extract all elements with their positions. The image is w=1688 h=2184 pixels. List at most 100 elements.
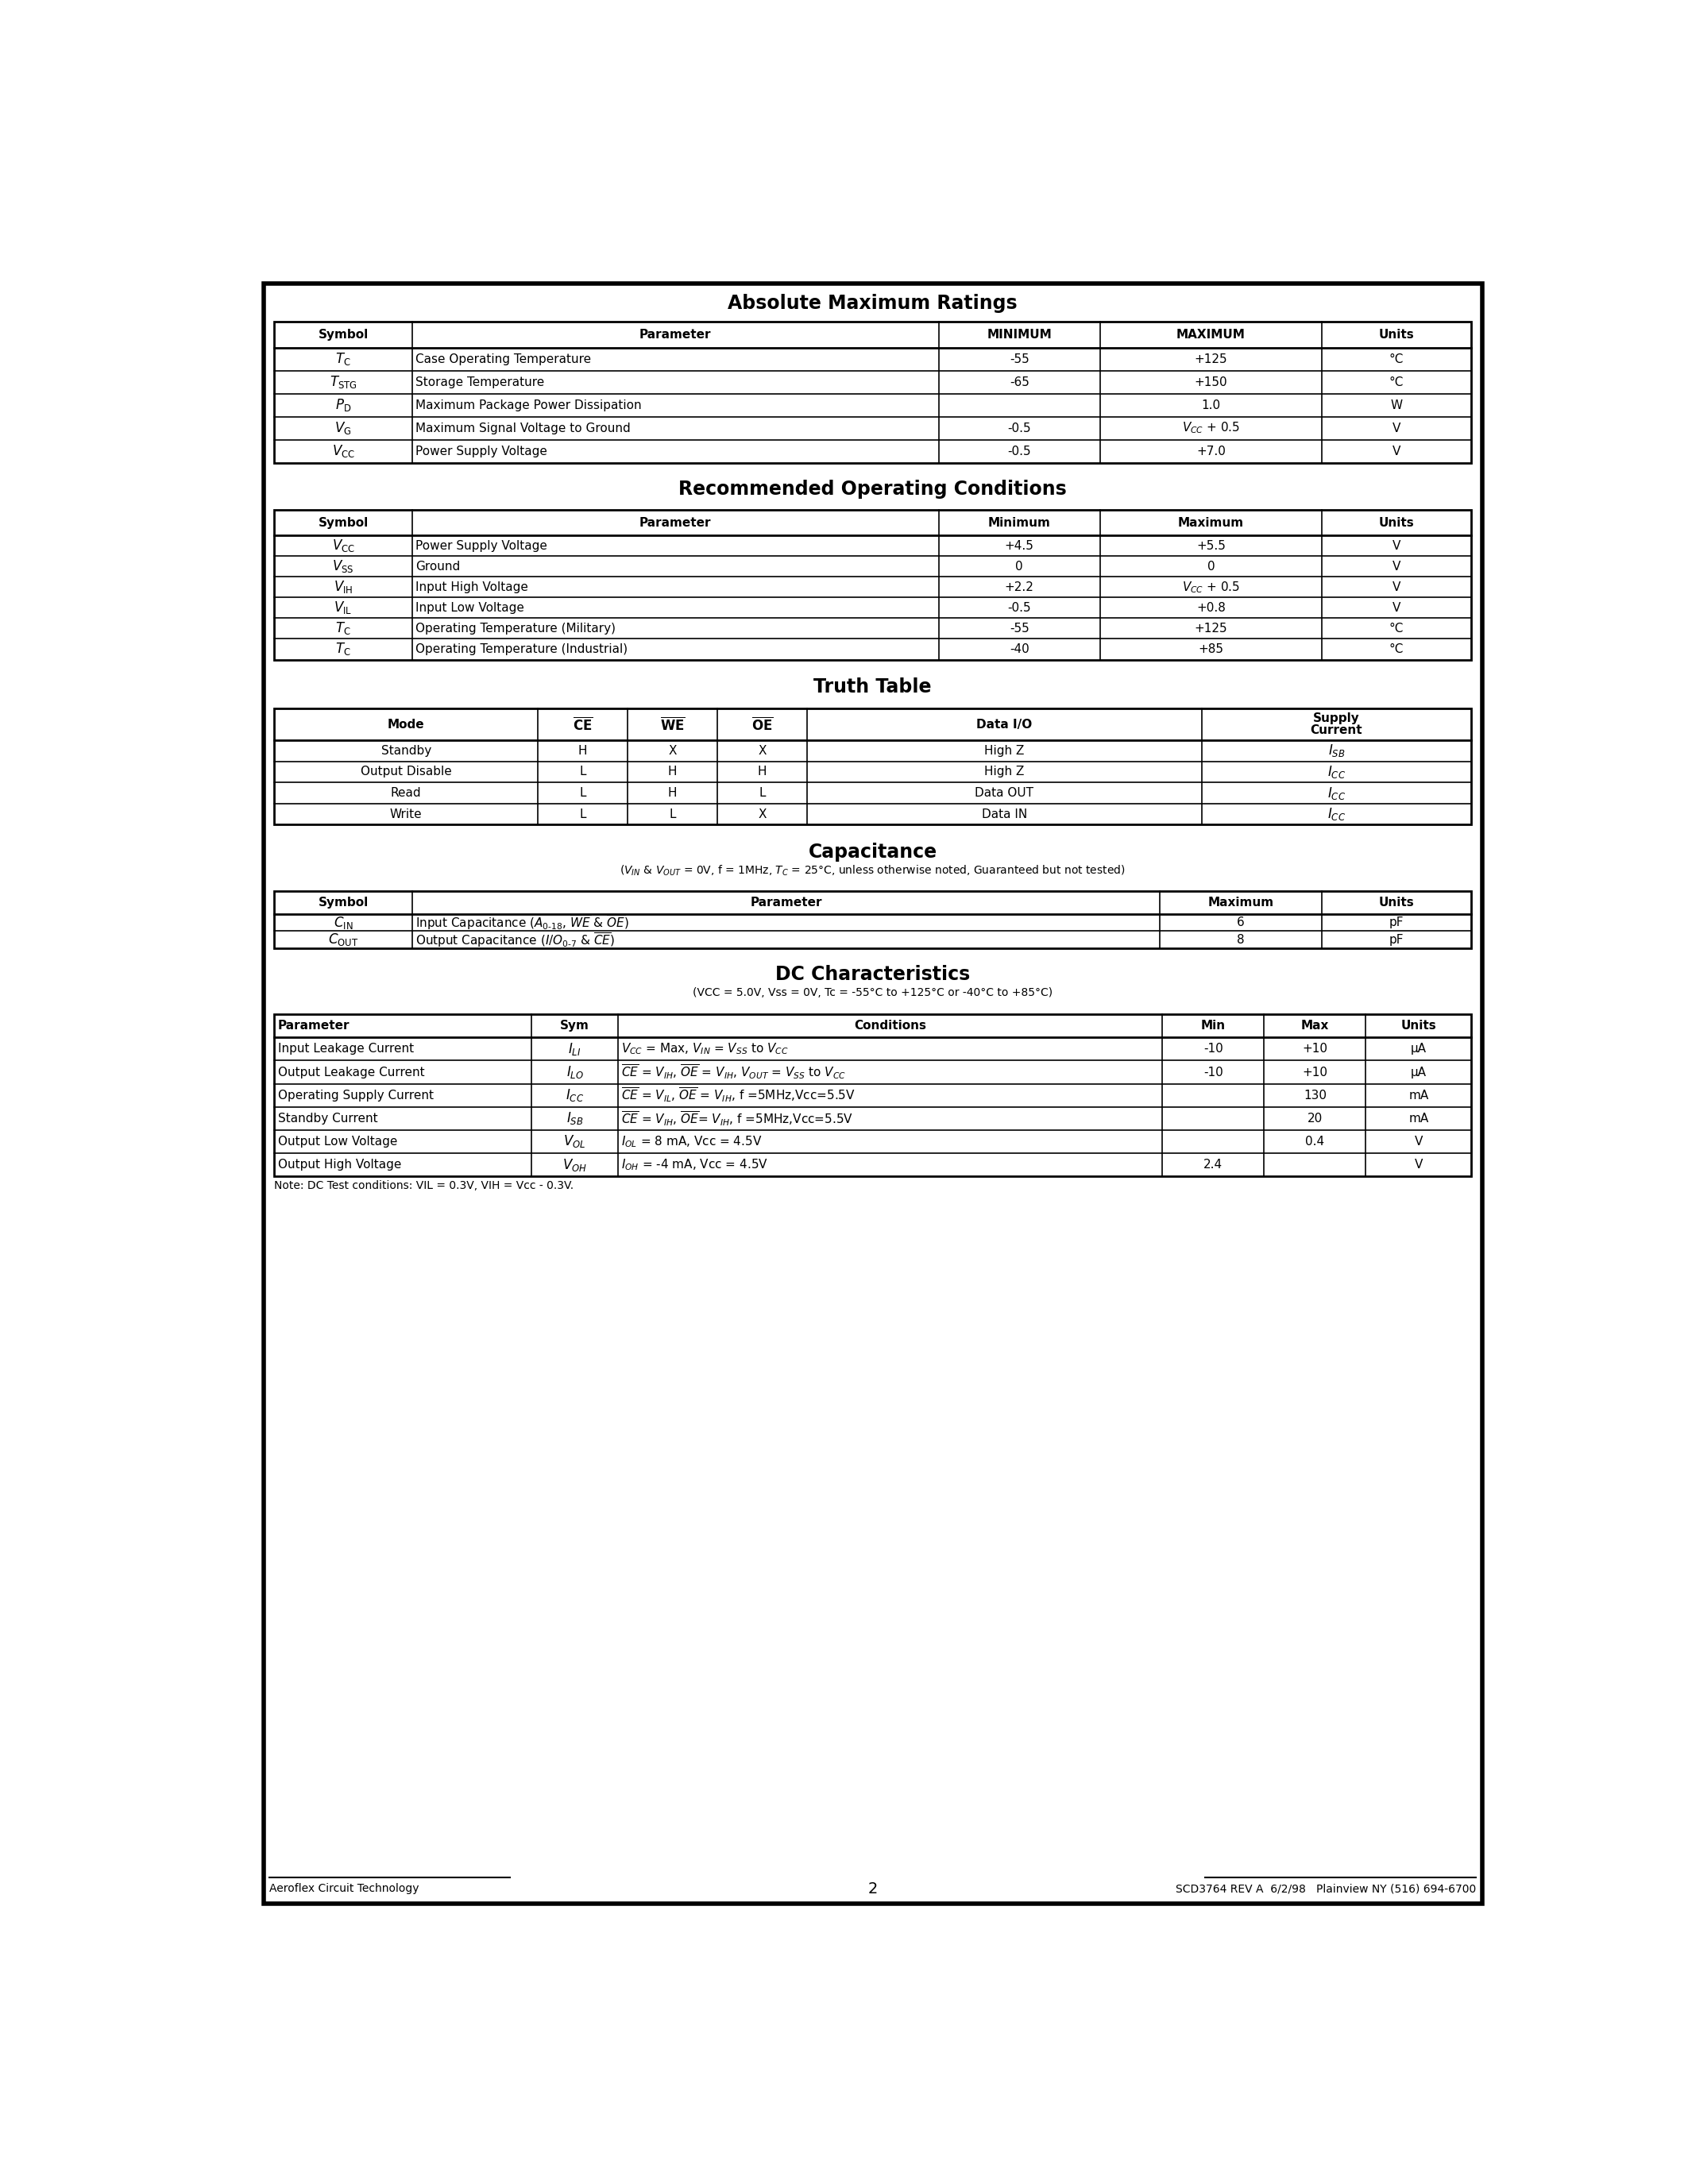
Text: L: L (758, 786, 765, 799)
Text: $V_{OL}$: $V_{OL}$ (564, 1133, 586, 1149)
Text: Data OUT: Data OUT (976, 786, 1033, 799)
Text: °C: °C (1389, 622, 1404, 636)
Text: $I_{SB}$: $I_{SB}$ (565, 1109, 584, 1127)
Bar (275, 1013, 1472, 1177)
Text: 20: 20 (1308, 1112, 1323, 1125)
Text: $I_{LO}$: $I_{LO}$ (565, 1064, 584, 1081)
Text: X: X (668, 745, 677, 758)
Text: $\overline{CE}$ = $V_{IH}$, $\overline{OE}$= $V_{IH}$, f =5MHz,Vcc=5.5V: $\overline{CE}$ = $V_{IH}$, $\overline{O… (621, 1109, 854, 1127)
Text: μA: μA (1411, 1044, 1426, 1055)
Text: 2.4: 2.4 (1204, 1160, 1222, 1171)
Text: +10: +10 (1303, 1066, 1328, 1079)
Text: $V_{\mathrm{G}}$: $V_{\mathrm{G}}$ (334, 419, 351, 437)
Text: $T_{\mathrm{C}}$: $T_{\mathrm{C}}$ (336, 352, 351, 367)
Text: Units: Units (1379, 330, 1415, 341)
Text: Maximum Package Power Dissipation: Maximum Package Power Dissipation (415, 400, 641, 411)
Text: V: V (1415, 1160, 1423, 1171)
Text: Symbol: Symbol (317, 895, 368, 909)
Text: mA: mA (1408, 1112, 1428, 1125)
Text: ($V_{IN}$ & $V_{OUT}$ = 0V, f = 1MHz, $T_C$ = 25°C, unless otherwise noted, Guar: ($V_{IN}$ & $V_{OUT}$ = 0V, f = 1MHz, $T… (619, 863, 1126, 878)
Bar (275, 891, 1472, 948)
Text: Input Capacitance ($A_{0\text{-}18}$, $\overline{WE}$ & $\overline{OE}$): Input Capacitance ($A_{0\text{-}18}$, $\… (415, 913, 630, 933)
Text: 0: 0 (1207, 561, 1215, 572)
Text: $C_{\mathrm{IN}}$: $C_{\mathrm{IN}}$ (334, 915, 353, 930)
Text: Output High Voltage: Output High Voltage (279, 1160, 402, 1171)
Text: Units: Units (1401, 1020, 1436, 1031)
Text: 0.4: 0.4 (1305, 1136, 1325, 1147)
Text: Ground: Ground (415, 561, 461, 572)
Text: -10: -10 (1204, 1066, 1224, 1079)
Text: -40: -40 (1009, 644, 1030, 655)
Text: L: L (668, 808, 675, 819)
Text: Parameter: Parameter (640, 518, 711, 529)
Text: Storage Temperature: Storage Temperature (415, 376, 545, 389)
Text: +7.0: +7.0 (1197, 446, 1225, 456)
Text: Conditions: Conditions (854, 1020, 927, 1031)
Text: Write: Write (390, 808, 422, 819)
Text: V: V (1393, 446, 1401, 456)
Text: W: W (1391, 400, 1403, 411)
Text: Sym: Sym (560, 1020, 589, 1031)
Text: Aeroflex Circuit Technology: Aeroflex Circuit Technology (270, 1883, 419, 1894)
Text: $\overline{CE}$ = $V_{IL}$, $\overline{OE}$ = $V_{IH}$, f =5MHz,Vcc=5.5V: $\overline{CE}$ = $V_{IL}$, $\overline{O… (621, 1085, 856, 1105)
Text: $V_{CC}$ = Max, $V_{IN}$ = $V_{SS}$ to $V_{CC}$: $V_{CC}$ = Max, $V_{IN}$ = $V_{SS}$ to $… (621, 1042, 788, 1057)
Text: $\overline{\mathbf{CE}}$: $\overline{\mathbf{CE}}$ (572, 716, 592, 732)
Text: Absolute Maximum Ratings: Absolute Maximum Ratings (728, 295, 1018, 312)
Text: Units: Units (1379, 895, 1415, 909)
Text: °C: °C (1389, 376, 1404, 389)
Text: Operating Supply Current: Operating Supply Current (279, 1090, 434, 1101)
Text: Maximum: Maximum (1209, 895, 1274, 909)
Text: Data I/O: Data I/O (977, 719, 1033, 729)
Text: Input High Voltage: Input High Voltage (415, 581, 528, 594)
Text: 130: 130 (1303, 1090, 1327, 1101)
Text: Symbol: Symbol (317, 518, 368, 529)
Text: V: V (1393, 581, 1401, 594)
Text: $\overline{CE}$ = $V_{IH}$, $\overline{OE}$ = $V_{IH}$, $V_{OUT}$ = $V_{SS}$ to : $\overline{CE}$ = $V_{IH}$, $\overline{O… (621, 1064, 846, 1081)
Text: X: X (758, 808, 766, 819)
Text: V: V (1393, 561, 1401, 572)
Text: L: L (579, 767, 586, 778)
Text: Note: DC Test conditions: VIL = 0.3V, VIH = Vcc - 0.3V.: Note: DC Test conditions: VIL = 0.3V, VI… (275, 1179, 574, 1190)
Text: $T_{\mathrm{STG}}$: $T_{\mathrm{STG}}$ (329, 373, 356, 391)
Text: V: V (1415, 1136, 1423, 1147)
Text: +125: +125 (1195, 354, 1227, 365)
Text: -10: -10 (1204, 1044, 1224, 1055)
Text: 0: 0 (1016, 561, 1023, 572)
Text: 8: 8 (1237, 935, 1244, 946)
Text: Mode: Mode (388, 719, 425, 729)
Bar (275, 509, 1472, 660)
Text: Input Low Voltage: Input Low Voltage (415, 603, 525, 614)
Text: $I_{CC}$: $I_{CC}$ (565, 1088, 584, 1103)
Text: MINIMUM: MINIMUM (987, 330, 1052, 341)
Text: Symbol: Symbol (317, 330, 368, 341)
Text: $I_{LI}$: $I_{LI}$ (569, 1042, 581, 1057)
Text: +150: +150 (1195, 376, 1227, 389)
Text: Parameter: Parameter (279, 1020, 349, 1031)
Text: 2: 2 (868, 1880, 878, 1896)
Text: Output Capacitance ($I/O_{0\text{-}7}$ & $\overline{CE}$): Output Capacitance ($I/O_{0\text{-}7}$ &… (415, 930, 614, 948)
Text: Units: Units (1379, 518, 1415, 529)
Text: Data IN: Data IN (982, 808, 1028, 819)
Text: Parameter: Parameter (749, 895, 822, 909)
Text: Power Supply Voltage: Power Supply Voltage (415, 446, 547, 456)
Text: Current: Current (1310, 725, 1362, 736)
Bar (275, 321, 1472, 463)
Text: -65: -65 (1009, 376, 1030, 389)
Text: $V_{\mathrm{IH}}$: $V_{\mathrm{IH}}$ (334, 579, 353, 594)
Text: DC Characteristics: DC Characteristics (775, 965, 971, 985)
Text: H: H (668, 767, 677, 778)
Text: High Z: High Z (984, 767, 1025, 778)
Text: Output Disable: Output Disable (361, 767, 452, 778)
Text: Read: Read (390, 786, 422, 799)
Text: $T_{\mathrm{C}}$: $T_{\mathrm{C}}$ (336, 620, 351, 636)
Text: +2.2: +2.2 (1004, 581, 1035, 594)
Text: Minimum: Minimum (987, 518, 1050, 529)
Text: H: H (668, 786, 677, 799)
Text: -55: -55 (1009, 354, 1030, 365)
Text: +85: +85 (1198, 644, 1224, 655)
Text: Supply: Supply (1313, 712, 1361, 725)
Text: Case Operating Temperature: Case Operating Temperature (415, 354, 591, 365)
Text: X: X (758, 745, 766, 758)
Text: Parameter: Parameter (640, 330, 711, 341)
Text: Maximum Signal Voltage to Ground: Maximum Signal Voltage to Ground (415, 422, 631, 435)
